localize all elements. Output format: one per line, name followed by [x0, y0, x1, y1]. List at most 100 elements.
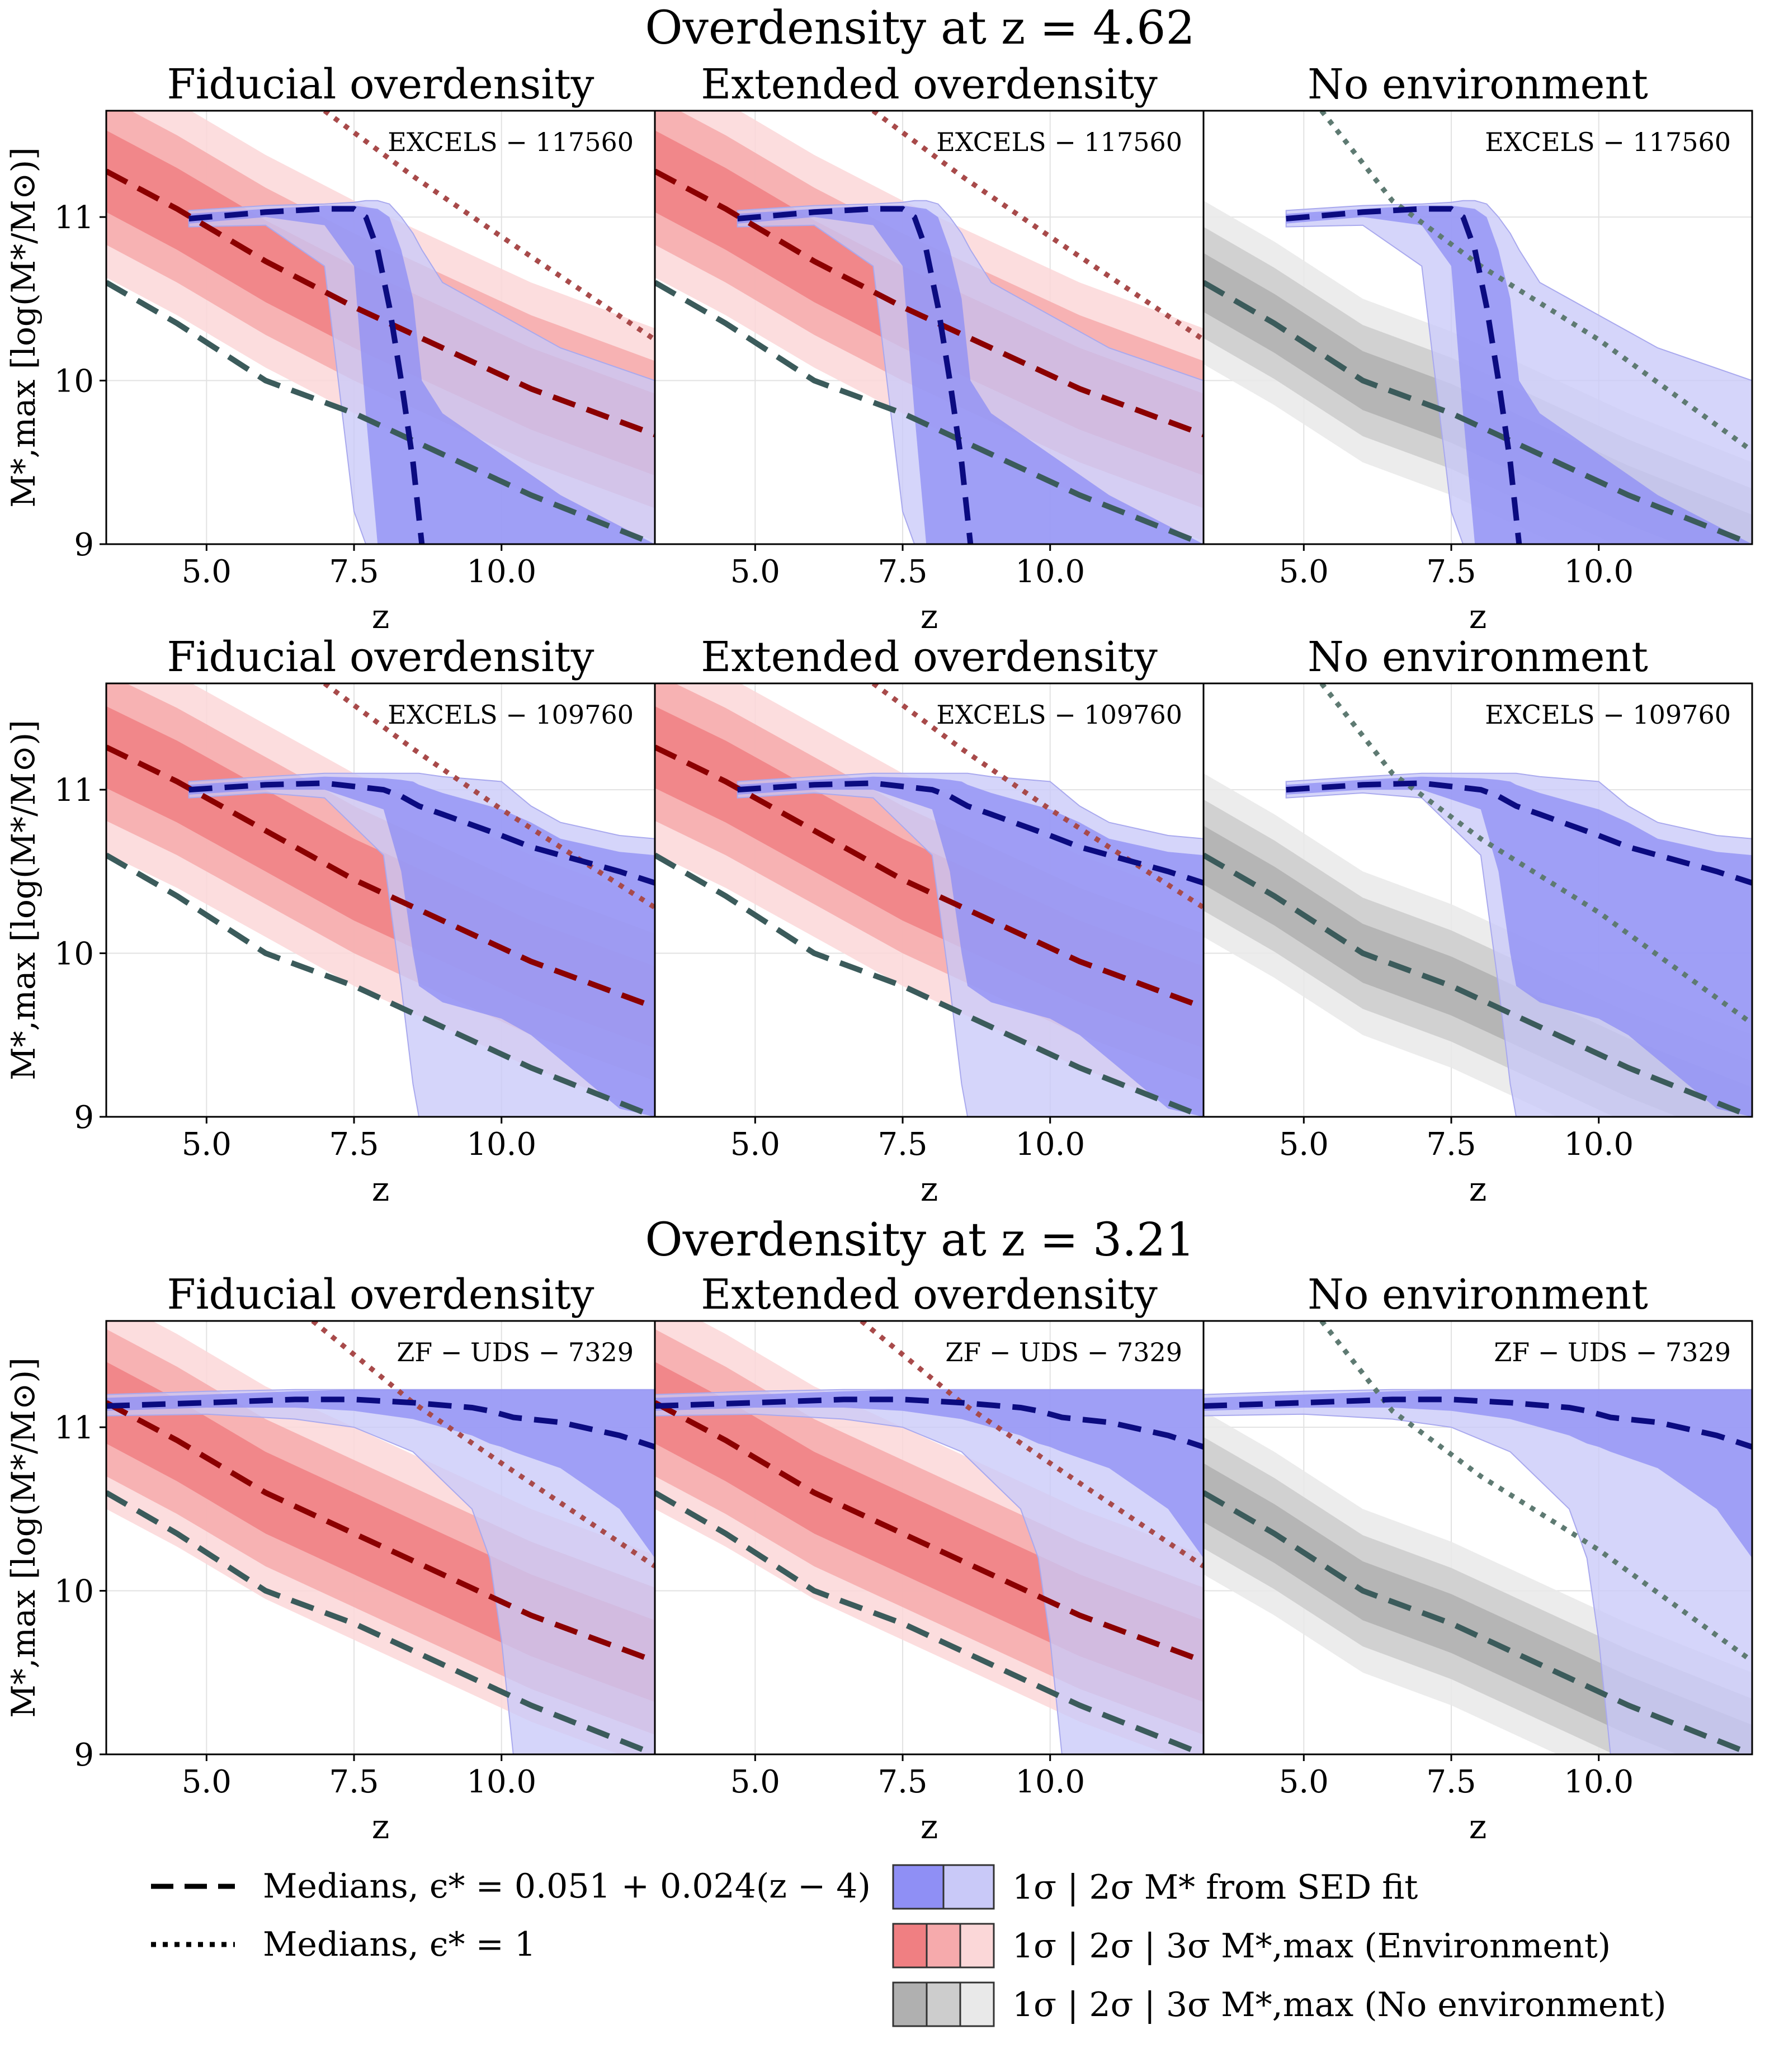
env-dashed-median	[655, 744, 1204, 1010]
x-axis-label: z	[372, 597, 390, 636]
noenv-dashed-median	[106, 280, 655, 544]
sed-band-2sigma	[188, 200, 655, 544]
y-tick-label: 9	[74, 1099, 94, 1136]
panel-title: Extended overdensity	[701, 1271, 1158, 1319]
plot-area	[655, 1321, 1204, 1754]
sed-band-1sigma	[1286, 205, 1752, 544]
plot-area	[655, 111, 1204, 544]
panel-title: No environment	[1308, 1271, 1648, 1319]
legend-noenv-swatch	[892, 1981, 995, 2027]
x-tick-label: 5.0	[730, 554, 780, 590]
x-tick-label: 5.0	[1279, 554, 1329, 590]
x-tick-label: 7.5	[1427, 1764, 1476, 1800]
legend-sed-swatch	[892, 1864, 995, 1910]
legend: Medians, ϵ* = 0.051 + 0.024(z − 4) Media…	[151, 1864, 1667, 2027]
noenv-dashed-median	[106, 852, 655, 1117]
x-tick-label: 7.5	[1427, 554, 1476, 590]
x-tick-label: 10.0	[466, 554, 536, 590]
x-tick-label: 10.0	[1015, 554, 1085, 590]
noenv-dotted-median	[1319, 683, 1752, 1026]
x-tick-label: 7.5	[878, 1764, 928, 1800]
x-axis-label: z	[921, 1807, 938, 1847]
y-tick-label: 11	[54, 772, 94, 809]
sed-dashed-median	[188, 780, 655, 886]
sed-band-2sigma	[737, 200, 1204, 544]
panel-0-2: 5.0 7.5 10.0 z No environment EXCELS − 117560	[1202, 60, 1753, 636]
x-tick-label: 5.0	[1279, 1764, 1329, 1800]
panel-title: No environment	[1308, 633, 1648, 681]
x-tick-label: 10.0	[1015, 1764, 1085, 1800]
sed-band-1sigma	[188, 776, 655, 1117]
object-id-label: ZF − UDS − 7329	[945, 1337, 1182, 1367]
noenv-dashed-median	[655, 1490, 1204, 1754]
x-axis-label: z	[921, 1170, 938, 1209]
plot-area	[106, 683, 655, 1117]
y-tick-label: 10	[54, 936, 94, 973]
legend-noenv-label: 1σ | 2σ | 3σ M*,max (No environment)	[1012, 1985, 1667, 2024]
env-dashed-median	[106, 744, 655, 1010]
env-dashed-median	[106, 168, 655, 437]
x-tick-label: 7.5	[878, 554, 928, 590]
y-tick-label: 10	[54, 364, 94, 400]
panel-grid: 5.0 7.5 10.0 z 9 10 11 M*,max [log(M*/M⊙)] Fiduc…	[4, 60, 1753, 1847]
x-tick-label: 7.5	[329, 1764, 379, 1800]
panel-title: Extended overdensity	[701, 633, 1158, 681]
sed-dashed-median	[737, 206, 974, 544]
sed-band-1sigma	[737, 205, 1204, 544]
object-id-label: EXCELS − 109760	[388, 700, 634, 730]
sed-band-1sigma	[106, 1389, 655, 1559]
object-id-label: EXCELS − 117560	[936, 127, 1182, 157]
panel-1-2: 5.0 7.5 10.0 z No environment EXCELS − 109760	[1202, 633, 1753, 1209]
noenv-dashed-median	[1204, 852, 1752, 1117]
env-dashed-median	[655, 1400, 1204, 1664]
env-dotted-median	[323, 111, 655, 342]
sed-band-1sigma	[655, 1389, 1204, 1559]
legend-dashed-label: Medians, ϵ* = 0.051 + 0.024(z − 4)	[263, 1867, 871, 1906]
x-tick-label: 10.0	[1564, 1126, 1634, 1163]
x-tick-label: 10.0	[1015, 1126, 1085, 1163]
x-tick-label: 5.0	[182, 1126, 232, 1163]
panel-title: Fiducial overdensity	[167, 1271, 594, 1319]
env-dotted-median	[311, 1321, 655, 1569]
y-axis-label: M*,max [log(M*/M⊙)]	[4, 720, 43, 1080]
y-axis-label: M*,max [log(M*/M⊙)]	[4, 1357, 43, 1718]
sed-band-2sigma	[1285, 200, 1752, 544]
y-tick-label: 11	[54, 1410, 94, 1446]
legend-env-label: 1σ | 2σ | 3σ M*,max (Environment)	[1012, 1927, 1611, 1966]
noenv-dashed-median	[106, 1490, 655, 1754]
x-axis-label: z	[921, 597, 938, 636]
x-tick-label: 5.0	[182, 554, 232, 590]
sed-band-1sigma	[1204, 1389, 1752, 1559]
plot-area	[1204, 683, 1752, 1117]
panel-1-0: 5.0 7.5 10.0 z 9 10 11 M*,max [log(M*/M⊙)] Fiduc…	[4, 633, 656, 1209]
object-id-label: EXCELS − 117560	[388, 127, 634, 157]
panel-title: Extended overdensity	[701, 60, 1158, 108]
x-tick-label: 10.0	[466, 1764, 536, 1800]
env-dotted-median	[860, 1321, 1204, 1569]
legend-sed-label: 1σ | 2σ M* from SED fit	[1012, 1868, 1418, 1907]
y-tick-label: 10	[54, 1574, 94, 1610]
noenv-dashed-median	[655, 280, 1204, 544]
object-id-label: ZF − UDS − 7329	[1494, 1337, 1731, 1367]
plot-area	[1204, 1321, 1752, 1754]
x-tick-label: 10.0	[1564, 1764, 1634, 1800]
sed-dashed-median	[106, 1396, 655, 1450]
plot-area	[1204, 111, 1752, 544]
x-tick-label: 7.5	[329, 554, 379, 590]
x-axis-label: z	[1469, 1807, 1487, 1847]
panel-0-1: 5.0 7.5 10.0 z Extended overdensity EXCELS − …	[654, 60, 1205, 636]
sed-band-1sigma	[737, 776, 1204, 1117]
y-tick-label: 9	[74, 527, 94, 563]
sed-band-1sigma	[1286, 776, 1752, 1117]
object-id-label: EXCELS − 109760	[1485, 700, 1731, 730]
plot-area	[106, 111, 655, 544]
x-tick-label: 7.5	[329, 1126, 379, 1163]
sed-dashed-median	[1286, 206, 1522, 544]
sed-band-1sigma	[188, 205, 655, 544]
sed-dashed-median	[1204, 1396, 1752, 1450]
sed-dashed-median	[188, 206, 425, 544]
panel-title: Fiducial overdensity	[167, 60, 594, 108]
panel-1-1: 5.0 7.5 10.0 z Extended overdensity EXCELS − …	[654, 633, 1205, 1209]
object-id-label: EXCELS − 117560	[1485, 127, 1731, 157]
x-tick-label: 7.5	[878, 1126, 928, 1163]
